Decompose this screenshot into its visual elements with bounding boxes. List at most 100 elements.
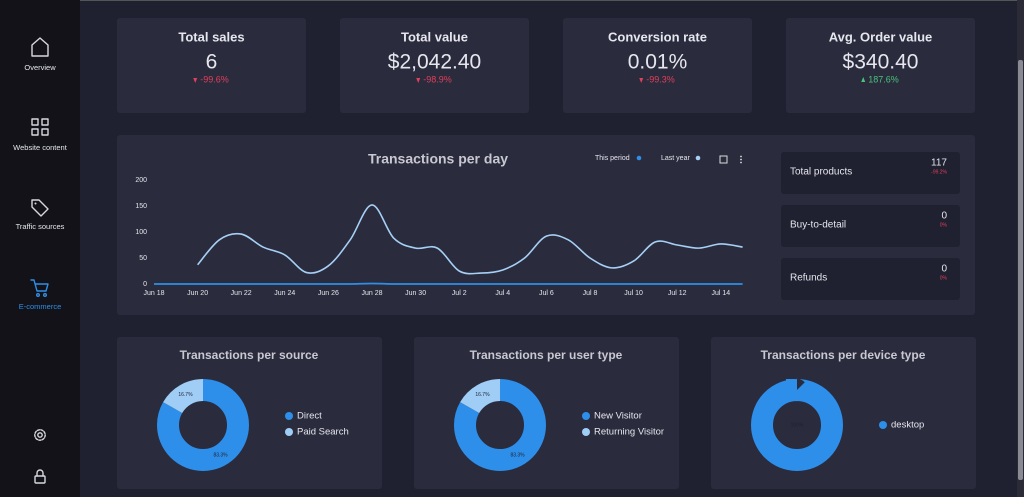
y-tick-label: 150 bbox=[135, 203, 147, 210]
settings-icon[interactable] bbox=[34, 429, 46, 441]
x-tick-label: Jul 2 bbox=[452, 290, 467, 297]
kpi-value: $2,042.40 bbox=[388, 51, 481, 74]
x-tick-label: Jul 4 bbox=[495, 290, 510, 297]
chart-title: Transactions per device type bbox=[761, 348, 926, 362]
x-tick-label: Jul 14 bbox=[711, 290, 730, 297]
stat-card bbox=[781, 152, 960, 194]
stat-card bbox=[781, 205, 960, 247]
menu-icon[interactable] bbox=[740, 155, 742, 164]
y-tick-label: 0 bbox=[143, 281, 147, 288]
pie-slice[interactable] bbox=[454, 379, 546, 471]
stat-value: 117 bbox=[931, 158, 947, 169]
kpi-value: $340.40 bbox=[843, 51, 919, 74]
kpi-title: Avg. Order value bbox=[829, 29, 933, 44]
x-tick-label: Jul 6 bbox=[539, 290, 554, 297]
legend-dot bbox=[582, 428, 590, 436]
legend-dot bbox=[636, 155, 642, 161]
legend-label: This period bbox=[595, 155, 630, 162]
x-tick-label: Jul 12 bbox=[668, 290, 687, 297]
chart-tools bbox=[719, 155, 742, 164]
stat-value: 0 bbox=[941, 264, 947, 275]
slice-label: 16.7% bbox=[178, 392, 193, 398]
legend-dot bbox=[285, 412, 293, 420]
x-tick-label: Jun 30 bbox=[405, 290, 426, 297]
sidebar bbox=[0, 0, 80, 497]
x-tick-label: Jul 10 bbox=[624, 290, 643, 297]
legend-dot bbox=[582, 412, 590, 420]
nav-label[interactable]: E-commerce bbox=[19, 302, 62, 311]
pie-slice[interactable] bbox=[157, 379, 249, 471]
pie-slice[interactable] bbox=[454, 379, 546, 471]
slice-label: 16.7% bbox=[475, 392, 490, 398]
cart-icon[interactable] bbox=[30, 279, 49, 298]
kpi-title: Total value bbox=[401, 29, 468, 44]
x-tick-label: Jun 24 bbox=[274, 290, 295, 297]
nav-label[interactable]: Overview bbox=[24, 63, 56, 72]
x-tick-label: Jun 20 bbox=[187, 290, 208, 297]
stat-change: -99.2% bbox=[931, 169, 947, 175]
top-border bbox=[0, 0, 1024, 1]
kpi-change: -98.9% bbox=[423, 74, 452, 84]
stat-card bbox=[781, 258, 960, 300]
x-tick-label: Jul 8 bbox=[583, 290, 598, 297]
change-arrow bbox=[861, 77, 866, 82]
chart-title: Transactions per source bbox=[180, 348, 319, 362]
series-line bbox=[196, 204, 743, 275]
legend-dot bbox=[285, 428, 293, 436]
legend-label: Direct bbox=[297, 411, 322, 422]
stat-change: 0% bbox=[940, 222, 948, 228]
pie-slice[interactable] bbox=[157, 379, 249, 471]
chart-title: Transactions per day bbox=[368, 151, 508, 167]
legend-label: New Visitor bbox=[594, 411, 642, 422]
home-icon[interactable] bbox=[31, 37, 49, 57]
x-tick-label: Jun 18 bbox=[143, 290, 164, 297]
y-tick-label: 50 bbox=[139, 255, 147, 262]
chart-card bbox=[117, 135, 975, 315]
tag-icon[interactable] bbox=[31, 199, 49, 217]
legend-dot bbox=[879, 421, 887, 429]
stat-label: Refunds bbox=[790, 273, 827, 284]
scroll-thumb[interactable] bbox=[1018, 60, 1023, 480]
kpi-title: Conversion rate bbox=[608, 29, 707, 44]
stat-value: 0 bbox=[941, 211, 947, 222]
legend-label: desktop bbox=[891, 420, 924, 431]
stat-change: 0% bbox=[940, 275, 948, 281]
slice-label: 100% bbox=[791, 422, 804, 428]
kpi-card bbox=[563, 18, 752, 113]
nav-label[interactable]: Website content bbox=[13, 143, 68, 152]
export-icon[interactable] bbox=[719, 155, 728, 164]
x-tick-label: Jun 22 bbox=[231, 290, 252, 297]
x-tick-label: Jun 26 bbox=[318, 290, 339, 297]
kpi-card bbox=[340, 18, 529, 113]
legend-dot bbox=[695, 155, 701, 161]
sidebar-icons bbox=[30, 37, 49, 484]
y-tick-label: 100 bbox=[135, 229, 147, 236]
legend-label: Returning Visitor bbox=[594, 427, 664, 438]
change-arrow bbox=[193, 78, 198, 83]
legend-label: Last year bbox=[661, 155, 690, 162]
lock-icon[interactable] bbox=[34, 469, 46, 484]
kpi-card bbox=[786, 18, 975, 113]
kpi-title: Total sales bbox=[178, 29, 244, 44]
series-line bbox=[154, 282, 743, 285]
nav-label[interactable]: Traffic sources bbox=[16, 222, 65, 231]
stat-label: Buy-to-detail bbox=[790, 220, 846, 231]
kpi-change: -99.6% bbox=[200, 74, 229, 84]
kpi-change: -99.3% bbox=[646, 74, 675, 84]
pie-slice[interactable] bbox=[751, 379, 843, 471]
change-arrow bbox=[639, 78, 644, 83]
kpi-value: 6 bbox=[206, 51, 218, 74]
stat-label: Total products bbox=[790, 167, 852, 178]
x-tick-label: Jun 28 bbox=[361, 290, 382, 297]
kpi-card bbox=[117, 18, 306, 113]
y-tick-label: 200 bbox=[135, 177, 147, 184]
slice-label: 83.3% bbox=[213, 453, 228, 459]
change-arrow bbox=[416, 78, 421, 83]
grid-icon[interactable] bbox=[31, 118, 49, 136]
legend-label: Paid Search bbox=[297, 427, 349, 438]
kpi-change: 187.6% bbox=[868, 74, 899, 84]
kpi-value: 0.01% bbox=[628, 51, 688, 74]
chart-title: Transactions per user type bbox=[470, 348, 623, 362]
slice-label: 83.3% bbox=[510, 453, 525, 459]
